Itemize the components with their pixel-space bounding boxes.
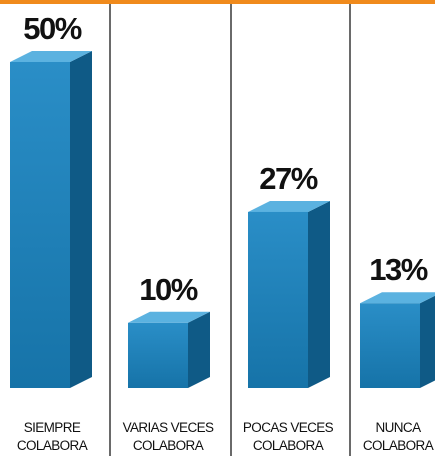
bar-top-face — [128, 311, 210, 323]
bar-4 — [360, 292, 435, 388]
bar-side-face — [188, 311, 210, 388]
bar-top-face — [10, 51, 92, 62]
bar-front-face — [10, 62, 70, 388]
bar-side-face — [308, 200, 330, 388]
bar-front-face — [248, 211, 308, 388]
top-accent-bar — [0, 0, 435, 4]
bar-front-face — [128, 322, 188, 388]
bar-2 — [128, 311, 210, 388]
bar-top-face — [248, 200, 330, 212]
column-dividers — [109, 4, 351, 456]
value-label-1: 50% — [23, 11, 81, 46]
bar-side-face — [70, 51, 92, 388]
labels: 50% SIEMPRE COLABORA 10% VARIAS VECES COLABOR… — [17, 11, 434, 453]
bar-3 — [248, 200, 330, 388]
bar-front-face — [360, 303, 420, 388]
bar-top-face — [360, 292, 435, 304]
category-label-1: SIEMPRE COLABORA — [17, 420, 88, 453]
bar-1 — [10, 51, 92, 388]
bars — [10, 51, 435, 388]
value-label-4: 13% — [369, 252, 427, 287]
value-label-3: 27% — [259, 161, 317, 196]
category-label-4: NUNCA COLABORA — [363, 420, 434, 453]
category-label-3: POCAS VECES COLABORA — [243, 420, 334, 453]
value-label-2: 10% — [139, 272, 197, 307]
bar-side-face — [420, 295, 435, 388]
category-label-2: VARIAS VECES COLABORA — [123, 420, 214, 453]
